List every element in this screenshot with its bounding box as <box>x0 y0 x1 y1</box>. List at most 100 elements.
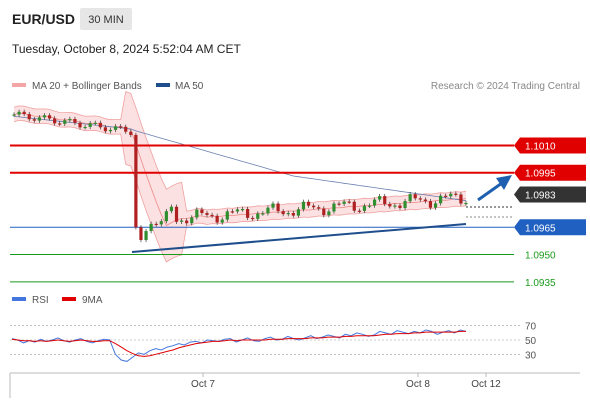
candle-body <box>271 203 275 208</box>
candle-body <box>215 215 219 223</box>
projection-arrow-head <box>496 175 512 190</box>
candle-body <box>159 221 163 225</box>
candle-body <box>12 114 16 116</box>
candle-body <box>332 203 336 212</box>
candle-body <box>174 206 179 222</box>
candle-body <box>68 118 72 121</box>
x-tick-label: Oct 8 <box>406 379 430 390</box>
candle-body <box>190 217 194 224</box>
candle-body <box>408 194 412 202</box>
level-label-1-0965: 1.0965 <box>525 223 556 234</box>
candle-body <box>230 211 234 213</box>
level-label-1-0983: 1.0983 <box>525 191 556 202</box>
candle-body <box>357 210 361 212</box>
rsi-ma-line <box>11 330 466 357</box>
candle-body <box>306 201 311 206</box>
candle-body <box>449 193 453 197</box>
candle-body <box>413 194 417 199</box>
candle-body <box>88 123 92 127</box>
price-plot: 1.1010 1.0995 1.0983 1.0965 1.0950 1.0935 <box>10 91 586 289</box>
candle-body <box>195 209 199 218</box>
rsi-tick-70: 70 <box>525 322 537 333</box>
candle-body <box>108 129 113 132</box>
candle-body <box>327 211 331 216</box>
candle-body <box>246 208 250 218</box>
candle-body <box>129 131 133 135</box>
rsi-legend-label: RSI <box>32 295 49 306</box>
rsi-ma-legend-swatch <box>62 297 76 301</box>
candle-body <box>154 223 158 226</box>
level-tag-1-0995 <box>514 164 586 181</box>
bollinger-upper-band <box>13 91 467 212</box>
candle-body <box>78 122 82 128</box>
candle-body <box>281 211 285 215</box>
candle-body <box>388 203 392 207</box>
candle-body <box>312 205 316 208</box>
candle-body <box>83 126 87 129</box>
candle-body <box>144 231 148 240</box>
candle-body <box>352 201 356 211</box>
candle-body <box>93 122 97 125</box>
candle-body <box>53 118 57 124</box>
candle-body <box>291 213 295 216</box>
support-trendline <box>131 223 467 253</box>
level-tag-1-0965 <box>514 219 586 236</box>
timestamp: Tuesday, October 8, 2024 5:52:04 AM CET <box>12 42 241 56</box>
candle-body <box>367 205 372 207</box>
bollinger-lower-band <box>13 119 467 263</box>
candle-body <box>235 209 240 212</box>
candle-body <box>220 219 224 223</box>
ma20-legend-label: MA 20 + Bollinger Bands <box>32 81 142 92</box>
candle-body <box>266 207 270 214</box>
candle-body <box>251 217 255 220</box>
rsi-tick-30: 30 <box>525 350 537 361</box>
level-label-1-0950: 1.0950 <box>525 251 556 262</box>
projection-arrow-shaft <box>477 181 503 202</box>
candle-body <box>103 127 108 132</box>
candle-body <box>164 211 168 222</box>
ma50-legend-swatch <box>156 83 170 87</box>
candle-body <box>296 209 301 216</box>
symbol-label: EUR/USD <box>12 11 75 27</box>
candle-body <box>37 117 41 121</box>
candle-body <box>200 209 204 213</box>
candle-body <box>58 123 62 125</box>
candle-body <box>124 126 128 132</box>
rsi-line <box>11 329 467 362</box>
candle-body <box>393 205 397 207</box>
candle-body <box>210 214 214 217</box>
candle-body <box>362 205 367 211</box>
timeframe-badge <box>80 8 132 30</box>
candle-body <box>347 201 351 203</box>
candle-body <box>444 195 448 197</box>
candle-body <box>439 195 443 204</box>
candle-body <box>342 201 346 204</box>
candle-body <box>134 134 138 228</box>
candle-body <box>261 213 265 215</box>
candle-body <box>372 199 377 206</box>
candle-body <box>27 114 31 120</box>
candle-body <box>240 208 245 211</box>
candle-body <box>205 212 209 215</box>
bollinger-band <box>14 91 466 262</box>
level-tag-1-1010 <box>514 137 586 154</box>
candle-body <box>119 126 123 128</box>
rsi-legend-swatch <box>12 297 26 301</box>
candle-body <box>459 194 463 204</box>
candle-body <box>185 220 189 224</box>
candle-body <box>423 199 427 202</box>
level-label-1-0935: 1.0935 <box>525 278 556 289</box>
candle-body <box>113 126 118 130</box>
candle-body <box>169 206 174 212</box>
candle-body <box>454 193 458 195</box>
candle-body <box>63 120 67 124</box>
ma20-legend-swatch <box>12 83 26 87</box>
candle-body <box>398 205 402 208</box>
candle-body <box>418 198 422 200</box>
timeframe-label: 30 MIN <box>88 14 124 26</box>
candle-body <box>98 122 102 128</box>
candle-body <box>464 202 468 205</box>
candle-body <box>337 203 341 205</box>
candle-body <box>42 115 47 118</box>
